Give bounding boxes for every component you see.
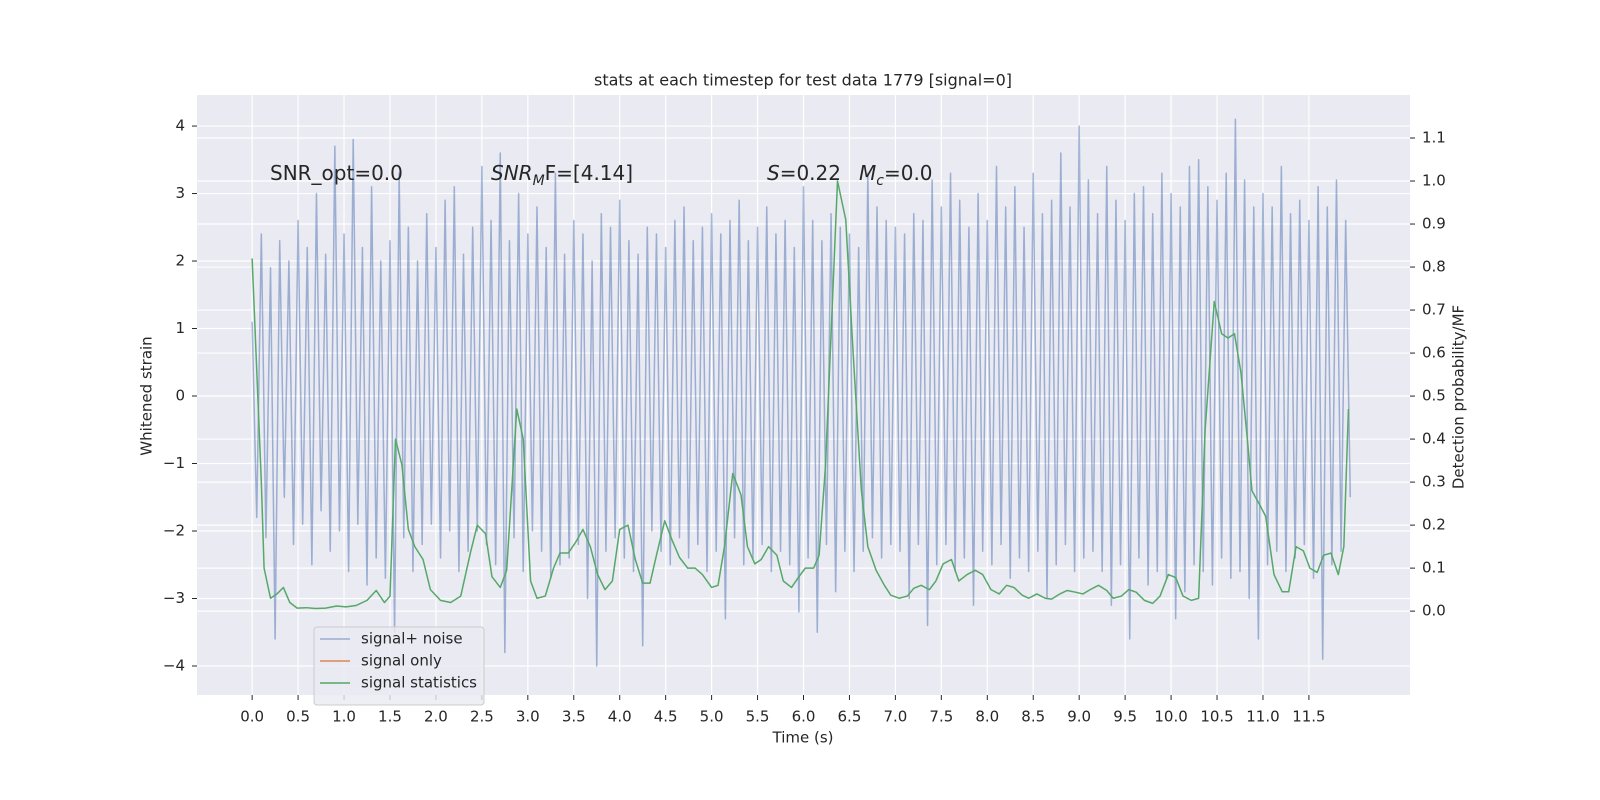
- y2-tick-label: 0.3: [1422, 473, 1446, 491]
- annotation-sub: M: [533, 173, 545, 189]
- y2-tick-label: 0.0: [1422, 602, 1446, 620]
- x-tick-label: 0.5: [286, 708, 310, 726]
- x-tick-label: 5.5: [746, 708, 770, 726]
- x-axis-label: Time (s): [772, 729, 834, 747]
- y-tick-label: −2: [163, 521, 185, 539]
- x-tick-label: 1.0: [332, 708, 356, 726]
- y-tick-label: 1: [175, 319, 185, 337]
- lines: [251, 118, 1352, 667]
- annotation-part: =0.0: [884, 161, 933, 185]
- y2-tick-label: 0.7: [1422, 301, 1446, 319]
- x-tick-label: 4.5: [654, 708, 678, 726]
- annotation-part: =0.22: [780, 161, 841, 185]
- legend: signal+ noise signal only signal statistic…: [313, 626, 485, 706]
- x-tick-label: 10.0: [1154, 708, 1187, 726]
- y2-tick-label: 1.1: [1422, 129, 1446, 147]
- series-line: [251, 118, 1352, 667]
- y-tick-label: 3: [175, 184, 185, 202]
- y2-tick-label: 0.2: [1422, 516, 1446, 534]
- y2-tick-label: 0.1: [1422, 559, 1446, 577]
- y2-tick-label: 1.0: [1422, 172, 1446, 190]
- y-tick-label: −4: [163, 656, 185, 674]
- legend-label: signal statistics: [361, 674, 477, 692]
- x-tick-label: 11.0: [1246, 708, 1279, 726]
- y-tick-label: −1: [163, 454, 185, 472]
- x-tick-label: 9.5: [1113, 708, 1137, 726]
- x-tick-label: 6.0: [792, 708, 816, 726]
- x-tick-label: 6.5: [838, 708, 862, 726]
- x-tick-label: 11.5: [1292, 708, 1325, 726]
- annotation-part: SNR: [491, 161, 533, 185]
- x-tick-label: 8.5: [1021, 708, 1045, 726]
- annotation: SNRMF=[4.14]: [491, 161, 633, 189]
- axes: 0.0 0.5 1.0 1.5 2.0 2.5 3.0 3.5 4.0 4.5 5.0 5.5 6.0 6…: [163, 117, 1446, 726]
- annotation: Mc=0.0: [859, 161, 933, 189]
- annotation: SNR_opt=0.0: [270, 161, 403, 185]
- x-tick-label: 3.0: [516, 708, 540, 726]
- legend-box: [313, 626, 485, 706]
- x-tick-label: 2.0: [424, 708, 448, 726]
- x-tick-label: 4.0: [608, 708, 632, 726]
- annotation: S=0.22: [767, 161, 841, 185]
- x-tick-label: 9.0: [1067, 708, 1091, 726]
- legend-label: signal+ noise: [361, 630, 463, 648]
- y-axis-label: Whitened strain: [138, 336, 156, 455]
- y2-tick-label: 0.9: [1422, 215, 1446, 233]
- grid: [197, 95, 1410, 695]
- y-tick-label: −3: [163, 589, 185, 607]
- y2-tick-label: 0.6: [1422, 344, 1446, 362]
- y2-tick-label: 0.8: [1422, 258, 1446, 276]
- x-tick-label: 10.5: [1200, 708, 1233, 726]
- annotation-part: F=[4.14]: [545, 161, 633, 185]
- x-tick-label: 0.0: [240, 708, 264, 726]
- legend-label: signal only: [361, 652, 442, 670]
- x-tick-label: 3.5: [562, 708, 586, 726]
- x-tick-label: 2.5: [470, 708, 494, 726]
- annotation-part: M: [859, 161, 876, 185]
- chart-title: stats at each timestep for test data 177…: [594, 71, 1012, 90]
- y2-axis-label: Detection probability/MF: [1450, 305, 1468, 489]
- annotation-part: S: [767, 161, 780, 185]
- annotation-sub: c: [876, 173, 884, 189]
- y-tick-label: 2: [175, 252, 185, 270]
- series-line: [251, 180, 1350, 610]
- x-tick-label: 5.0: [700, 708, 724, 726]
- y2-tick-label: 0.5: [1422, 387, 1446, 405]
- x-tick-label: 1.5: [378, 708, 402, 726]
- y-tick-label: 4: [175, 117, 185, 135]
- x-tick-label: 8.0: [975, 708, 999, 726]
- y-tick-label: 0: [175, 387, 185, 405]
- x-tick-label: 7.0: [883, 708, 907, 726]
- x-tick-label: 7.5: [929, 708, 953, 726]
- y2-tick-label: 0.4: [1422, 430, 1446, 448]
